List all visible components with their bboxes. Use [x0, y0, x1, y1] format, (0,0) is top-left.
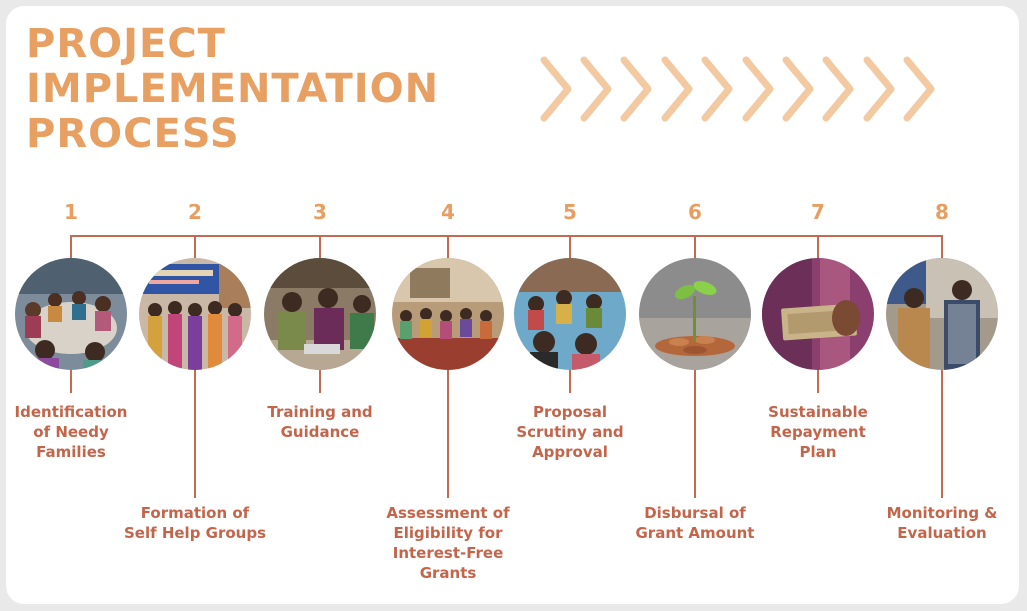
step-7-label-line: Repayment	[770, 423, 866, 441]
step-7-label-line: Plan	[799, 443, 837, 461]
timeline-axis	[71, 235, 942, 237]
chevron-right-icon	[701, 56, 733, 122]
step-3-label-line: Training and	[267, 403, 373, 421]
chevron-right-icon	[863, 56, 895, 122]
step-8-number: 8	[935, 200, 949, 224]
step-5-label-line: Scrutiny and	[516, 423, 624, 441]
step-4-label: Assessment of Eligibility for Interest-F…	[363, 503, 533, 583]
step-4-number: 4	[441, 200, 455, 224]
step-1-label-line: Families	[36, 443, 106, 461]
step-6-label-line: Disbursal of	[644, 504, 746, 522]
step-5-number: 5	[563, 200, 577, 224]
step-7-number: 7	[811, 200, 825, 224]
step-6-label-line: Grant Amount	[635, 524, 755, 542]
step-4-label-line: Assessment of	[386, 504, 510, 522]
step-1-label-line: Identification	[14, 403, 128, 421]
step-4-label-line: Eligibility for	[393, 524, 503, 542]
chevron-right-icon	[782, 56, 814, 122]
step-6-label: Disbursal of Grant Amount	[610, 503, 780, 543]
step-7-label-line: Sustainable	[768, 403, 868, 421]
step-4-label-line: Interest-Free	[392, 544, 504, 562]
step-1-number: 1	[64, 200, 78, 224]
chevron-right-icon	[903, 56, 935, 122]
step-5-label-line: Approval	[532, 443, 608, 461]
chevron-right-icon	[580, 56, 612, 122]
step-4-label-line: Grants	[419, 564, 477, 582]
step-7-label: Sustainable Repayment Plan	[733, 402, 903, 462]
step-8-photo	[886, 258, 998, 370]
chevron-right-icon	[661, 56, 693, 122]
step-7-photo	[762, 258, 874, 370]
step-6-photo	[639, 258, 751, 370]
chevron-right-icon	[822, 56, 854, 122]
title-line-3: PROCESS	[26, 111, 240, 157]
step-3-label-line: Guidance	[280, 423, 360, 441]
step-1-label-line: of Needy	[33, 423, 109, 441]
step-3-photo	[264, 258, 376, 370]
step-3-number: 3	[313, 200, 327, 224]
step-5-label-line: Proposal	[533, 403, 607, 421]
step-1-photo	[15, 258, 127, 370]
step-2-photo	[139, 258, 251, 370]
step-3-label: Training and Guidance	[235, 402, 405, 442]
step-8-label-line: Monitoring &	[886, 504, 998, 522]
step-2-label-line: Formation of	[140, 504, 250, 522]
step-5-label: Proposal Scrutiny and Approval	[485, 402, 655, 462]
step-2-label: Formation of Self Help Groups	[110, 503, 280, 543]
step-8-label: Monitoring & Evaluation	[857, 503, 1027, 543]
step-2-label-line: Self Help Groups	[123, 524, 267, 542]
step-6-number: 6	[688, 200, 702, 224]
chevron-right-icon	[620, 56, 652, 122]
chevron-right-icon	[540, 56, 572, 122]
step-1-label: Identification of Needy Families	[0, 402, 156, 462]
title-line-2: IMPLEMENTATION	[26, 66, 440, 112]
page-title: PROJECT IMPLEMENTATION PROCESS	[26, 22, 439, 157]
step-8-label-line: Evaluation	[897, 524, 987, 542]
title-line-1: PROJECT	[26, 21, 226, 67]
chevron-right-icon	[742, 56, 774, 122]
step-4-photo	[392, 258, 504, 370]
step-2-number: 2	[188, 200, 202, 224]
step-5-photo	[514, 258, 626, 370]
